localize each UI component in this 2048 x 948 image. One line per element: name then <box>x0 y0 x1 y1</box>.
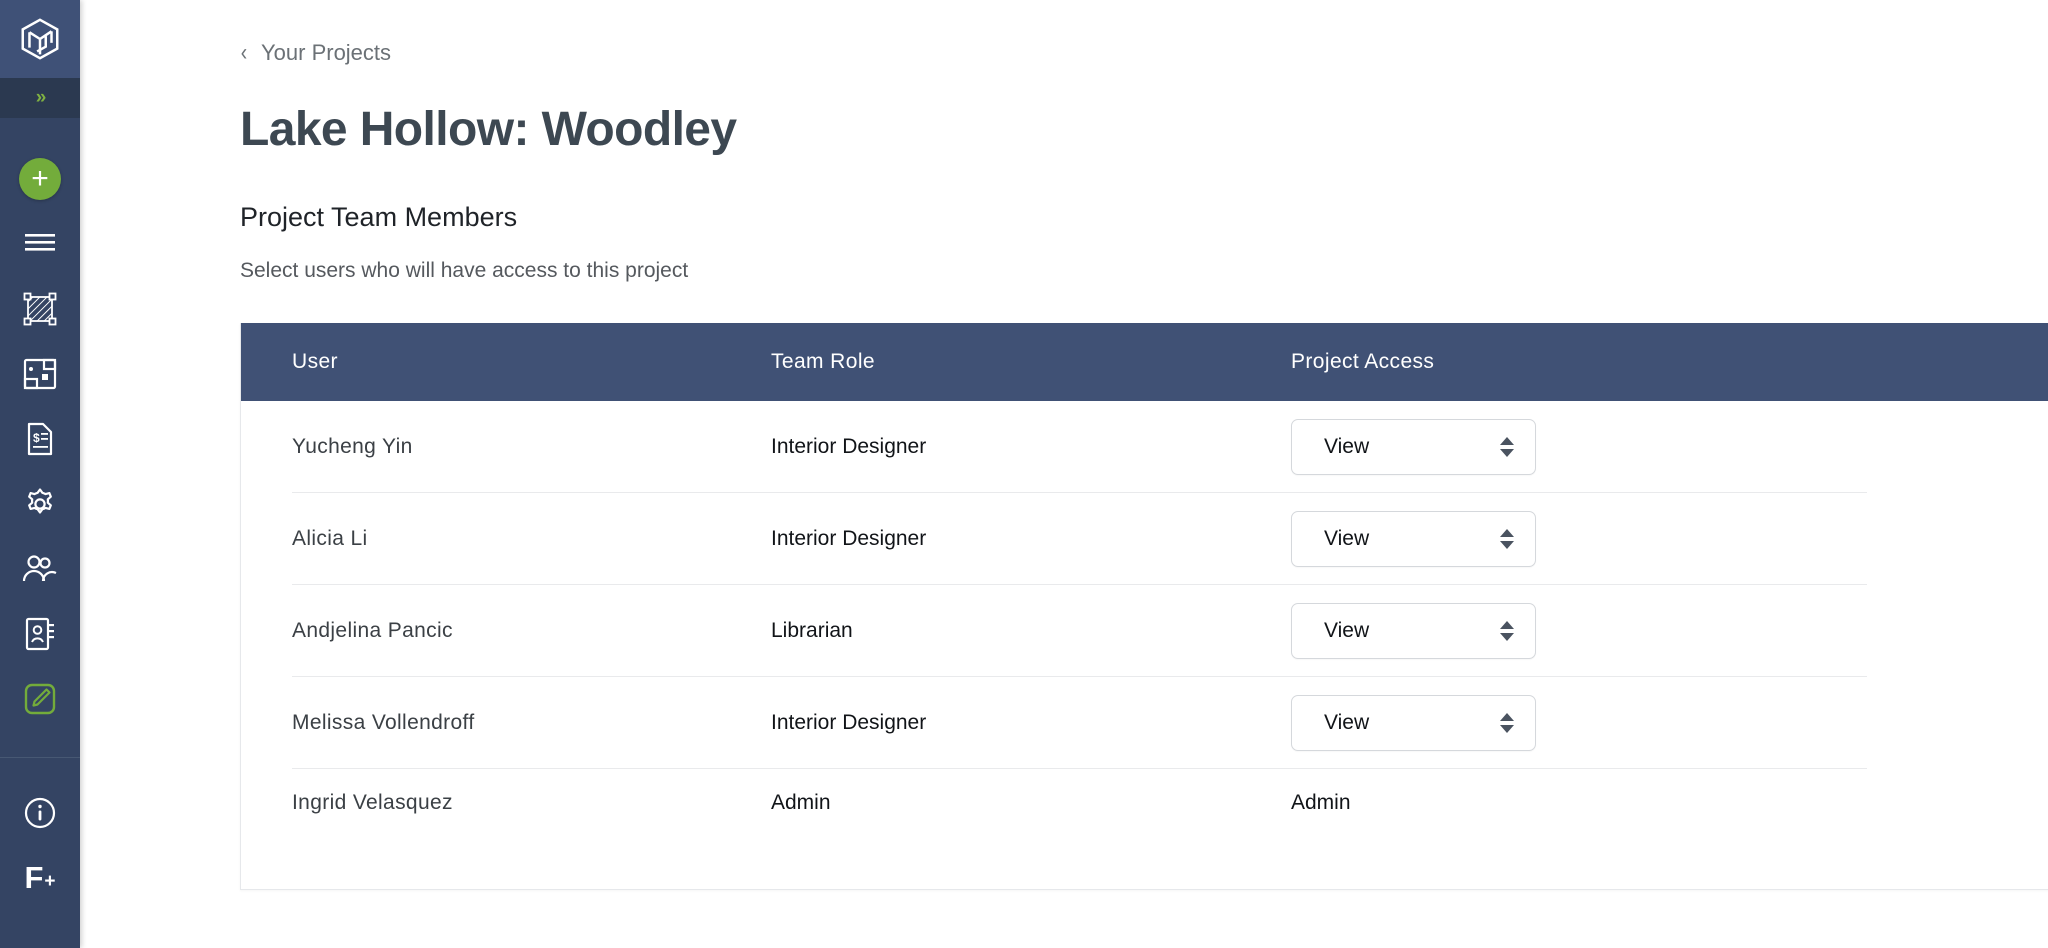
f-plus-superscript: + <box>44 871 56 892</box>
info-circle-icon <box>24 797 56 828</box>
chevron-down-icon <box>1500 541 1514 549</box>
cell-user-name: Andjelina Pancic <box>292 619 453 642</box>
sidebar-item-fplus[interactable]: F + <box>0 845 80 910</box>
sidebar-item-budget[interactable]: $ <box>0 406 80 471</box>
table-row: Melissa Vollendroff Interior Designer Vi… <box>241 677 2048 769</box>
project-access-select[interactable]: View <box>1291 695 1536 751</box>
f-plus-icon: F + <box>24 862 55 893</box>
project-access-value[interactable]: View <box>1291 695 1536 751</box>
cell-team-role: Admin <box>771 791 831 814</box>
cell-team-role: Interior Designer <box>771 711 927 734</box>
sidebar-item-menu[interactable] <box>0 211 80 276</box>
add-new-button[interactable]: + <box>0 146 80 211</box>
plus-icon: + <box>19 157 61 200</box>
row-divider <box>292 492 1867 493</box>
table-row: Alicia Li Interior Designer View <box>241 493 2048 585</box>
cell-project-access: View <box>1291 419 2048 475</box>
project-access-value[interactable]: View <box>1291 511 1536 567</box>
app-logo[interactable] <box>0 0 80 78</box>
chevron-down-icon <box>1500 449 1514 457</box>
users-group-icon <box>22 554 57 581</box>
project-access-select[interactable]: View <box>1291 603 1536 659</box>
chevron-up-icon <box>1500 437 1514 445</box>
cell-project-access: View <box>1291 603 2048 659</box>
cell-team-role: Librarian <box>771 619 853 642</box>
breadcrumb[interactable]: ‹ Your Projects <box>240 40 2048 66</box>
f-plus-letter: F <box>24 860 44 895</box>
floorplan-icon <box>23 358 57 389</box>
chevron-up-icon <box>1500 529 1514 537</box>
sidebar-item-floorplan[interactable] <box>0 341 80 406</box>
column-header-user: User <box>292 350 338 373</box>
table-header-row: User Team Role Project Access <box>241 323 2048 401</box>
table-row: Ingrid Velasquez Admin Admin <box>241 769 2048 889</box>
cell-user-name: Alicia Li <box>292 527 368 550</box>
sidebar-item-edit[interactable] <box>0 666 80 731</box>
cube-logo-icon <box>21 18 59 60</box>
team-members-table: User Team Role Project Access Yucheng Yi… <box>240 323 2048 890</box>
table-row: Yucheng Yin Interior Designer View <box>241 401 2048 493</box>
cell-user-name: Ingrid Velasquez <box>292 791 453 814</box>
chevron-double-right-icon: » <box>35 87 46 108</box>
contact-book-icon <box>25 617 54 650</box>
breadcrumb-label: Your Projects <box>261 40 392 65</box>
chevron-down-icon <box>1500 633 1514 641</box>
sidebar-item-areas[interactable] <box>0 276 80 341</box>
column-header-access: Project Access <box>1291 350 1435 373</box>
project-access-value[interactable]: View <box>1291 419 1536 475</box>
gear-icon <box>28 487 52 514</box>
invoice-dollar-icon: $ <box>27 422 53 455</box>
plus-glyph: + <box>31 161 49 195</box>
column-header-role: Team Role <box>771 350 875 373</box>
svg-text:$: $ <box>33 431 40 445</box>
stepper-arrows-icon[interactable] <box>1500 437 1514 457</box>
section-subtitle: Select users who will have access to thi… <box>240 259 689 282</box>
edit-pencil-square-icon <box>24 683 56 714</box>
sidebar-item-team[interactable] <box>0 536 80 601</box>
main-content: ‹ Your Projects Lake Hollow: Woodley Pro… <box>80 0 2048 948</box>
cell-project-access: View <box>1291 695 2048 751</box>
row-divider <box>292 584 1867 585</box>
left-sidebar: » + <box>0 0 80 948</box>
section-title: Project Team Members <box>240 202 518 232</box>
cell-user-name: Melissa Vollendroff <box>292 711 475 734</box>
cell-project-access: View <box>1291 511 2048 567</box>
sidebar-item-info[interactable] <box>0 780 80 845</box>
menu-hamburger-icon <box>25 233 55 251</box>
project-access-select[interactable]: View <box>1291 419 1536 475</box>
row-divider <box>292 768 1867 769</box>
stepper-arrows-icon[interactable] <box>1500 713 1514 733</box>
project-access-value[interactable]: View <box>1291 603 1536 659</box>
cell-user-name: Yucheng Yin <box>292 435 413 458</box>
project-access-select[interactable]: View <box>1291 511 1536 567</box>
chevron-down-icon <box>1500 725 1514 733</box>
stepper-arrows-icon[interactable] <box>1500 621 1514 641</box>
sidebar-item-contacts[interactable] <box>0 601 80 666</box>
row-divider <box>292 676 1867 677</box>
cell-team-role: Interior Designer <box>771 435 927 458</box>
sidebar-divider <box>0 757 80 758</box>
cell-team-role: Interior Designer <box>771 527 927 550</box>
sidebar-item-settings[interactable] <box>0 471 80 536</box>
sidebar-collapse-toggle[interactable]: » <box>0 78 80 118</box>
stepper-arrows-icon[interactable] <box>1500 529 1514 549</box>
chevron-up-icon <box>1500 713 1514 721</box>
chevron-left-icon: ‹ <box>240 39 248 66</box>
cell-project-access: Admin <box>1291 791 1351 814</box>
chevron-up-icon <box>1500 621 1514 629</box>
area-select-icon <box>23 292 57 325</box>
table-row: Andjelina Pancic Librarian View <box>241 585 2048 677</box>
page-title: Lake Hollow: Woodley <box>240 103 737 156</box>
